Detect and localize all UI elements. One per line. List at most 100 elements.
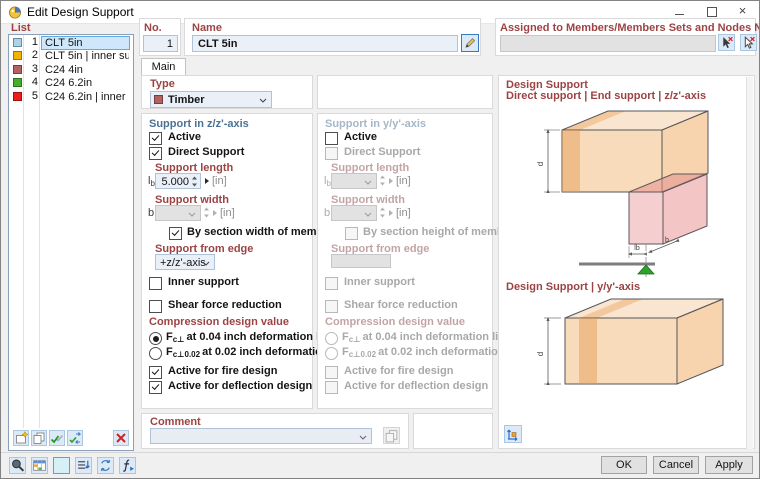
select-all-button[interactable] [49, 430, 65, 446]
list-item-name[interactable]: C24 4in [45, 64, 83, 76]
list-item[interactable]: 1 CLT 5in [10, 36, 131, 50]
apply-button[interactable]: Apply [705, 456, 753, 474]
direct-support-label[interactable]: Direct Support [168, 146, 245, 158]
shear-force-reduction-label[interactable]: Shear force reduction [168, 299, 282, 311]
no-group: No. 1 [139, 18, 181, 56]
active-checkbox[interactable] [149, 132, 162, 145]
fc02-label[interactable]: Fc⊥0.02 at 0.02 inch deformation limit [166, 346, 355, 359]
support-width-combo[interactable] [155, 205, 201, 221]
length-unit: [in] [396, 175, 411, 187]
active-label[interactable]: Active [168, 131, 202, 143]
list-item[interactable]: 4 C24 6.2in [10, 76, 131, 89]
chevron-down-icon [188, 212, 196, 217]
function-button[interactable] [119, 457, 136, 474]
fire-design-checkbox [325, 366, 338, 379]
ok-button[interactable]: OK [601, 456, 647, 474]
fc04-label[interactable]: Fc⊥ at 0.04 inch deformation limit [166, 331, 339, 344]
color-swatch [13, 92, 22, 101]
list-item[interactable]: 5 C24 6.2in | inner support [10, 90, 131, 103]
rename-button[interactable] [461, 34, 479, 52]
direct-support-checkbox[interactable] [149, 147, 162, 160]
maximize-button[interactable] [697, 1, 726, 22]
direct-support-checkbox [325, 147, 338, 160]
select-members-button[interactable] [718, 34, 735, 51]
chevron-down-icon [259, 98, 267, 103]
deflection-design-label[interactable]: Active for deflection design [168, 380, 313, 392]
new-item-button[interactable] [13, 430, 29, 446]
type-group: Type Timber [141, 75, 313, 109]
fc04-radio[interactable] [149, 332, 162, 345]
spinner-icon[interactable] [191, 176, 198, 187]
fc04-label: Fc⊥ at 0.04 inch deformation limit [342, 331, 515, 344]
inner-support-checkbox[interactable] [149, 277, 162, 290]
sync-view-button[interactable] [504, 425, 522, 443]
close-button[interactable]: × [738, 3, 747, 18]
fc02-radio[interactable] [149, 347, 162, 360]
list-item-name[interactable]: CLT 5in | inner support [45, 50, 130, 62]
no-field[interactable]: 1 [143, 35, 178, 52]
comment-group: Comment [141, 413, 409, 449]
support-y-panel: Support in y/y'-axis Active Direct Suppo… [317, 113, 530, 409]
sync-selection-button[interactable] [67, 430, 83, 446]
compression-caption: Compression design value [149, 316, 289, 328]
dim-lb-label: lb [634, 245, 640, 252]
deselect-members-button[interactable] [740, 34, 757, 51]
name-group: Name CLT 5in [184, 18, 481, 56]
list-item[interactable]: 3 C24 4in [10, 63, 131, 76]
active-checkbox[interactable] [325, 132, 338, 145]
dim-d-label: d [536, 352, 545, 356]
shear-force-reduction-checkbox[interactable] [149, 300, 162, 313]
empty-group [413, 413, 493, 449]
design-support-list: 1 CLT 5in 2 CLT 5in | inner support 3 C2… [8, 34, 134, 451]
preview-title: Design Support [506, 79, 588, 91]
parameter-arrow-icon[interactable] [204, 177, 210, 185]
list-item-name[interactable]: C24 6.2in [45, 77, 93, 89]
parameter-arrow-icon [389, 178, 393, 184]
find-button[interactable] [9, 457, 26, 474]
fire-design-label[interactable]: Active for fire design [168, 365, 278, 377]
by-section-width-checkbox[interactable] [169, 227, 182, 240]
color-swatch [13, 51, 22, 60]
type-color-swatch [154, 95, 163, 104]
support-width-combo [331, 205, 377, 221]
by-section-width-label[interactable]: By section width of member [187, 226, 334, 238]
display-settings-button[interactable] [31, 457, 48, 474]
name-field[interactable]: CLT 5in [192, 35, 458, 52]
apply-to-list-button[interactable] [75, 457, 92, 474]
list-item-name[interactable]: CLT 5in [41, 36, 130, 50]
type-dropdown[interactable]: Timber [150, 91, 272, 108]
preview-subtitle: Direct support | End support | z/z'-axis [506, 90, 707, 102]
transfer-help-button[interactable] [97, 457, 114, 474]
delete-item-button[interactable] [113, 430, 129, 446]
assigned-field[interactable] [500, 35, 716, 52]
tab-main[interactable]: Main [141, 58, 186, 76]
shear-force-reduction-label: Shear force reduction [344, 299, 458, 311]
width-unit: [in] [396, 207, 411, 219]
color-swatch-button[interactable] [53, 457, 70, 474]
axes-arrows-icon [507, 429, 518, 441]
comment-combo[interactable] [150, 428, 372, 444]
table-grid-icon [33, 460, 46, 471]
cancel-button[interactable]: Cancel [653, 456, 699, 474]
design-support-preview-panel: Design Support Direct support | End supp… [498, 75, 755, 449]
support-from-edge-field [331, 254, 391, 268]
name-label: Name [192, 22, 222, 34]
support-length-input[interactable]: 5.000 [155, 173, 201, 189]
active-label[interactable]: Active [344, 131, 378, 143]
inner-support-label: Inner support [344, 276, 415, 288]
support-from-edge-dropdown[interactable]: +z/z'-axis [155, 254, 215, 270]
fire-design-checkbox[interactable] [149, 366, 162, 379]
support-length-combo [331, 173, 377, 189]
deflection-design-checkbox[interactable] [149, 381, 162, 394]
list-item-name[interactable]: C24 6.2in | inner support [45, 91, 129, 103]
double-check-icon [50, 434, 64, 444]
preview-scrollbar[interactable] [746, 77, 753, 449]
list-column-divider [23, 35, 24, 428]
list-item[interactable]: 2 CLT 5in | inner support [10, 49, 131, 62]
minimize-button[interactable] [665, 1, 694, 22]
copy-item-button[interactable] [31, 430, 47, 446]
inner-support-label[interactable]: Inner support [168, 276, 239, 288]
list-item-number: 5 [31, 90, 38, 102]
comment-label: Comment [150, 416, 201, 428]
